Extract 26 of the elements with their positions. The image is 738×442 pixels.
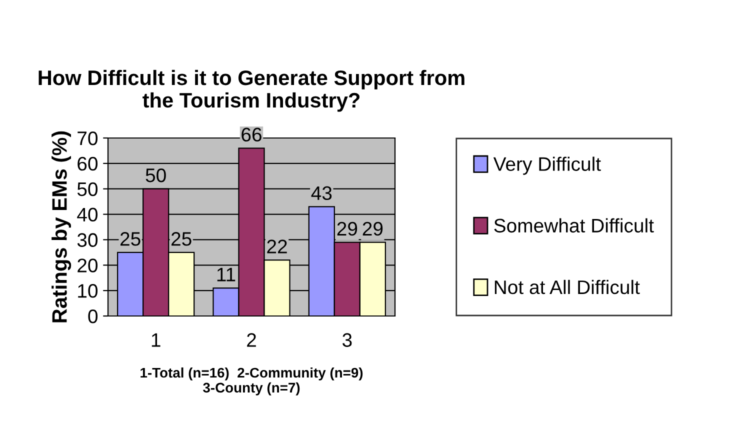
y-tick-label: 60 [78,156,98,171]
data-label: 11 [217,268,236,282]
y-tick-label: 40 [77,208,98,222]
data-label: 25 [120,232,140,246]
x-tick-label: 3 [342,333,352,347]
y-tick-label: 30 [77,233,98,247]
x-tick-label: 1 [152,333,160,347]
data-label: 25 [172,232,192,246]
data-label: 29 [362,222,383,236]
data-label: 66 [242,128,262,142]
data-label: 50 [146,168,166,182]
x-axis-title: 1-Total (n=16) 2-Community (n=9) 3-County (n=7) [140,367,363,396]
legend-label: Not at All Difficult [494,280,640,294]
x-tick-label: 2 [247,333,256,347]
y-axis-title: Ratings by EMs (%) [52,131,72,322]
legend-label: Somewhat Difficult [494,218,654,233]
chart-title: How Difficult is it to Generate Support from the Tourism Industry? [38,70,464,112]
data-label: 22 [267,240,287,254]
legend-label: Very Difficult [493,156,601,175]
y-tick-label: 20 [78,258,98,272]
y-tick-label: 0 [88,309,98,324]
y-tick-label: 50 [77,182,98,196]
data-label: 29 [337,222,358,236]
data-label: 43 [311,186,332,200]
y-tick-label: 10 [78,284,98,298]
y-tick-label: 70 [78,131,98,146]
